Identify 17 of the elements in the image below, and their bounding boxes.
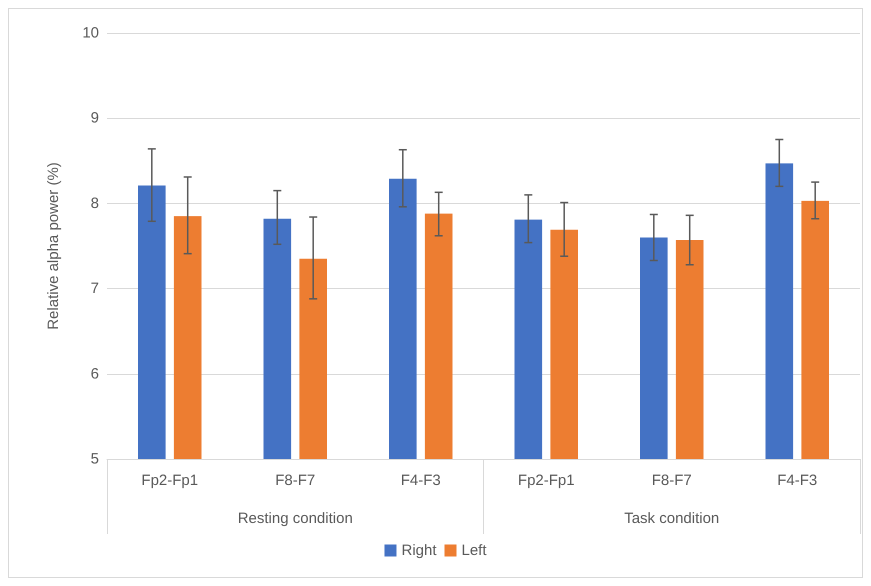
x-tick-label: Fp2-Fp1 bbox=[141, 472, 198, 489]
y-axis-title: Relative alpha power (%) bbox=[45, 162, 62, 330]
x-tick-label: F4-F3 bbox=[777, 472, 818, 489]
text: Task condition bbox=[624, 510, 720, 527]
y-tick-label: 5 bbox=[90, 450, 99, 468]
y-tick-label: 8 bbox=[90, 194, 99, 212]
text: Resting condition bbox=[238, 510, 353, 527]
x-tick-label: Fp2-Fp1 bbox=[518, 472, 575, 489]
x-tick-label: F8-F7 bbox=[652, 472, 692, 489]
legend-label: Right bbox=[401, 542, 438, 559]
y-tick-label: 10 bbox=[82, 24, 99, 42]
x-tick-label: F8-F7 bbox=[275, 472, 316, 489]
legend-label: Left bbox=[462, 542, 488, 559]
y-tick-label: 9 bbox=[90, 110, 99, 127]
y-tick-label: 6 bbox=[90, 365, 99, 382]
x-tick-label: F4-F3 bbox=[400, 472, 441, 489]
y-tick-label: 7 bbox=[90, 280, 99, 298]
